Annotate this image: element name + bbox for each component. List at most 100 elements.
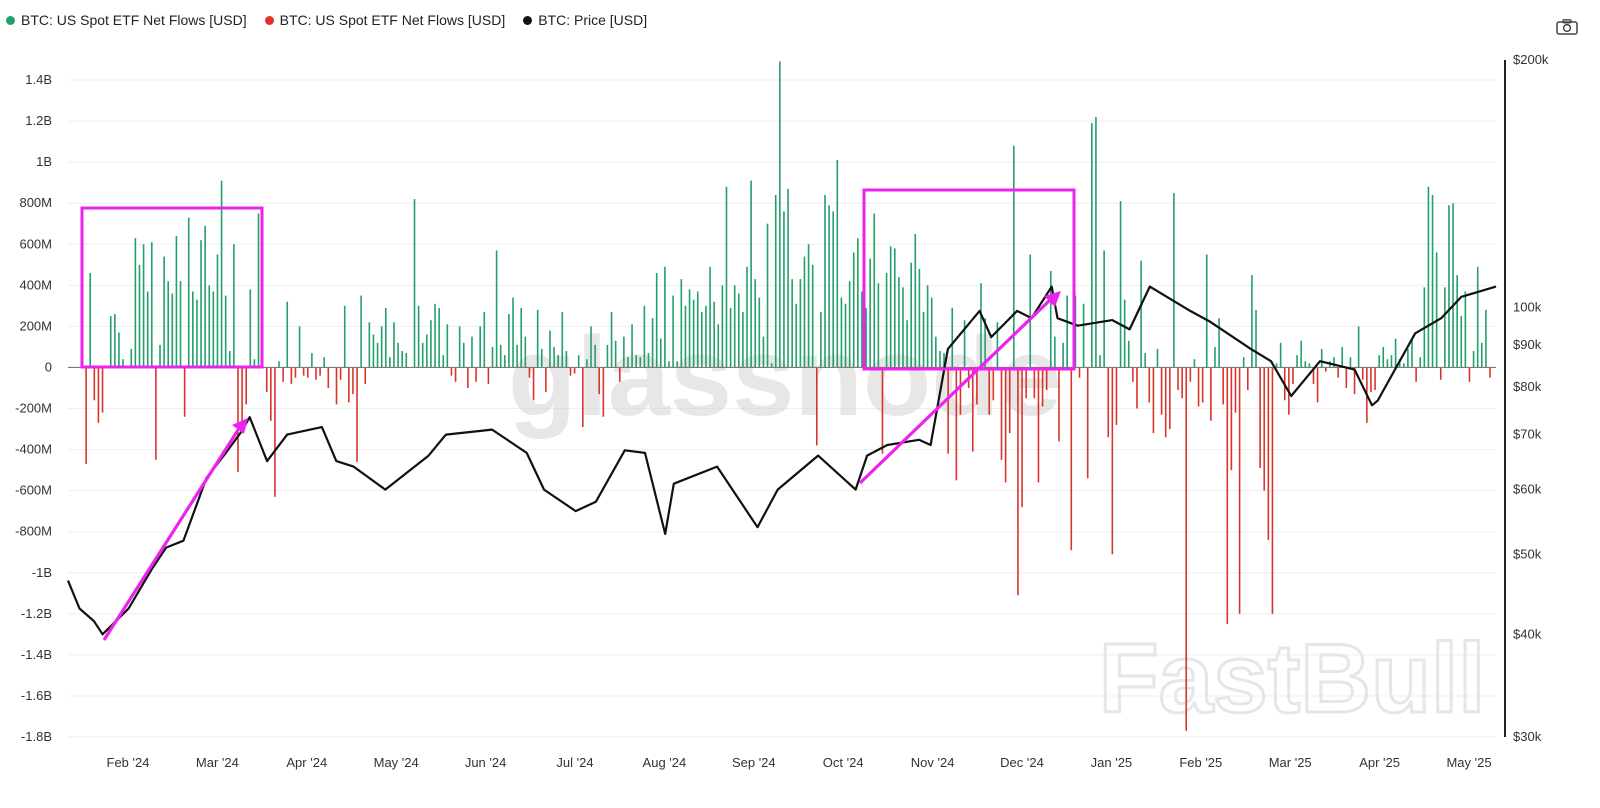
outflow-bar <box>327 367 330 388</box>
inflow-bar <box>405 353 408 368</box>
inflow-bar <box>204 225 206 368</box>
inflow-bar <box>175 236 178 368</box>
inflow-bar <box>446 324 449 368</box>
inflow-bar <box>717 324 720 368</box>
outflow-bar <box>454 367 457 382</box>
inflow-bar <box>208 285 211 368</box>
outflow-bar <box>1222 367 1224 405</box>
trend-arrow-1-shaft <box>102 429 240 641</box>
outflow-bar <box>988 367 990 415</box>
outflow-bar <box>1021 367 1023 508</box>
grid <box>68 79 1496 738</box>
y-axis-left: 1.4B 1.2B 1B 800M 600M 400M 200M 0 -200M -400M -60… <box>15 72 52 744</box>
inflow-bar <box>935 336 937 368</box>
outflow-bar <box>290 367 293 384</box>
outflow-bar <box>1058 367 1060 442</box>
inflow-bar <box>220 180 223 368</box>
legend-item-price[interactable]: BTC: Price [USD] <box>523 12 647 28</box>
camera-icon[interactable] <box>1556 19 1578 35</box>
inflow-bar <box>200 240 202 368</box>
x-tick-label: Nov '24 <box>911 755 955 770</box>
inflow-bar <box>606 344 609 368</box>
x-tick-label: Sep '24 <box>732 755 776 770</box>
outflow-bar <box>348 367 350 403</box>
inflow-bar <box>249 289 252 368</box>
outflow-bar <box>881 367 884 454</box>
outflow-bar <box>1247 367 1249 391</box>
outflow-bar <box>487 367 490 384</box>
outflow-bar <box>356 367 358 462</box>
inflow-bar <box>684 305 687 368</box>
inflow-bar <box>795 303 798 368</box>
inflow-bar <box>380 326 383 368</box>
inflow-bar <box>192 291 194 368</box>
outflow-bar <box>1468 367 1471 382</box>
inflow-bar <box>709 266 711 368</box>
y-left-tick-label: -1.8B <box>21 729 52 744</box>
inflow-bar <box>376 342 379 368</box>
outflow-bar <box>815 367 818 446</box>
inflow-bar <box>852 252 855 368</box>
outflow-bar <box>93 367 96 401</box>
outflow-bar <box>618 367 621 382</box>
outflow-bar <box>1439 367 1442 380</box>
inflow-bar <box>557 355 559 368</box>
legend-item-outflows[interactable]: BTC: US Spot ETF Net Flows [USD] <box>264 12 506 28</box>
y-right-tick-label: $30k <box>1513 729 1542 744</box>
inflow-bar <box>540 348 543 368</box>
inflow-bar <box>577 355 580 368</box>
legend-dot-price <box>523 15 533 25</box>
inflow-bar <box>840 297 843 368</box>
y-left-tick-label: -600M <box>15 483 52 498</box>
inflow-bar <box>672 295 674 368</box>
inflow-bar <box>1123 299 1126 368</box>
outflow-bar <box>339 367 342 380</box>
outflow-bar <box>315 367 317 380</box>
inflow-bar <box>873 213 876 368</box>
outflow-bar <box>1025 367 1027 399</box>
outflow-bar <box>1325 367 1327 372</box>
outflow-bar <box>1271 367 1274 614</box>
outflow-bar <box>1238 367 1241 614</box>
outflow-bar <box>97 367 100 423</box>
inflow-bar <box>610 312 613 368</box>
outflow-bar <box>959 367 962 415</box>
inflow-bar <box>844 303 847 368</box>
inflow-bar <box>520 307 523 368</box>
outflow-bar <box>992 367 995 401</box>
inflow-bar <box>491 346 494 368</box>
legend-label-outflows: BTC: US Spot ETF Net Flows [USD] <box>279 12 506 28</box>
inflow-bar <box>594 344 596 368</box>
outflow-bar <box>1169 367 1171 430</box>
inflow-bar <box>869 258 871 368</box>
inflow-bar <box>762 336 765 368</box>
outflow-bar <box>265 367 268 393</box>
inflow-bar <box>996 322 999 368</box>
inflow-bar <box>893 248 896 368</box>
inflow-bar <box>787 188 789 368</box>
outflow-bar <box>467 367 469 388</box>
x-tick-label: Feb '24 <box>107 755 150 770</box>
inflow-bar <box>1119 201 1122 368</box>
inflow-bar <box>820 312 822 368</box>
inflow-bar <box>1448 205 1450 368</box>
inflow-bar <box>713 301 715 368</box>
inflow-bar <box>770 363 773 368</box>
outflow-bar <box>1000 367 1003 460</box>
outflow-bar <box>1033 367 1036 399</box>
outflow-bar <box>955 367 958 481</box>
legend-item-inflows[interactable]: BTC: US Spot ETF Net Flows [USD] <box>6 12 247 28</box>
legend-dot-inflows <box>6 15 15 25</box>
inflow-bar <box>442 355 445 368</box>
outflow-bar <box>1086 367 1089 479</box>
x-tick-label: Jan '25 <box>1091 755 1133 770</box>
inflow-bar <box>1054 336 1056 368</box>
inflow-bar <box>1378 355 1380 368</box>
inflow-bar <box>766 223 769 368</box>
y-axis-right: $200k 100k $90k $80k $70k $60k $50k $40k $30k <box>1513 52 1549 744</box>
inflow-bar <box>187 217 190 368</box>
x-tick-label: Oct '24 <box>823 755 864 770</box>
outflow-bar <box>1234 367 1237 413</box>
inflow-bar <box>146 291 149 368</box>
